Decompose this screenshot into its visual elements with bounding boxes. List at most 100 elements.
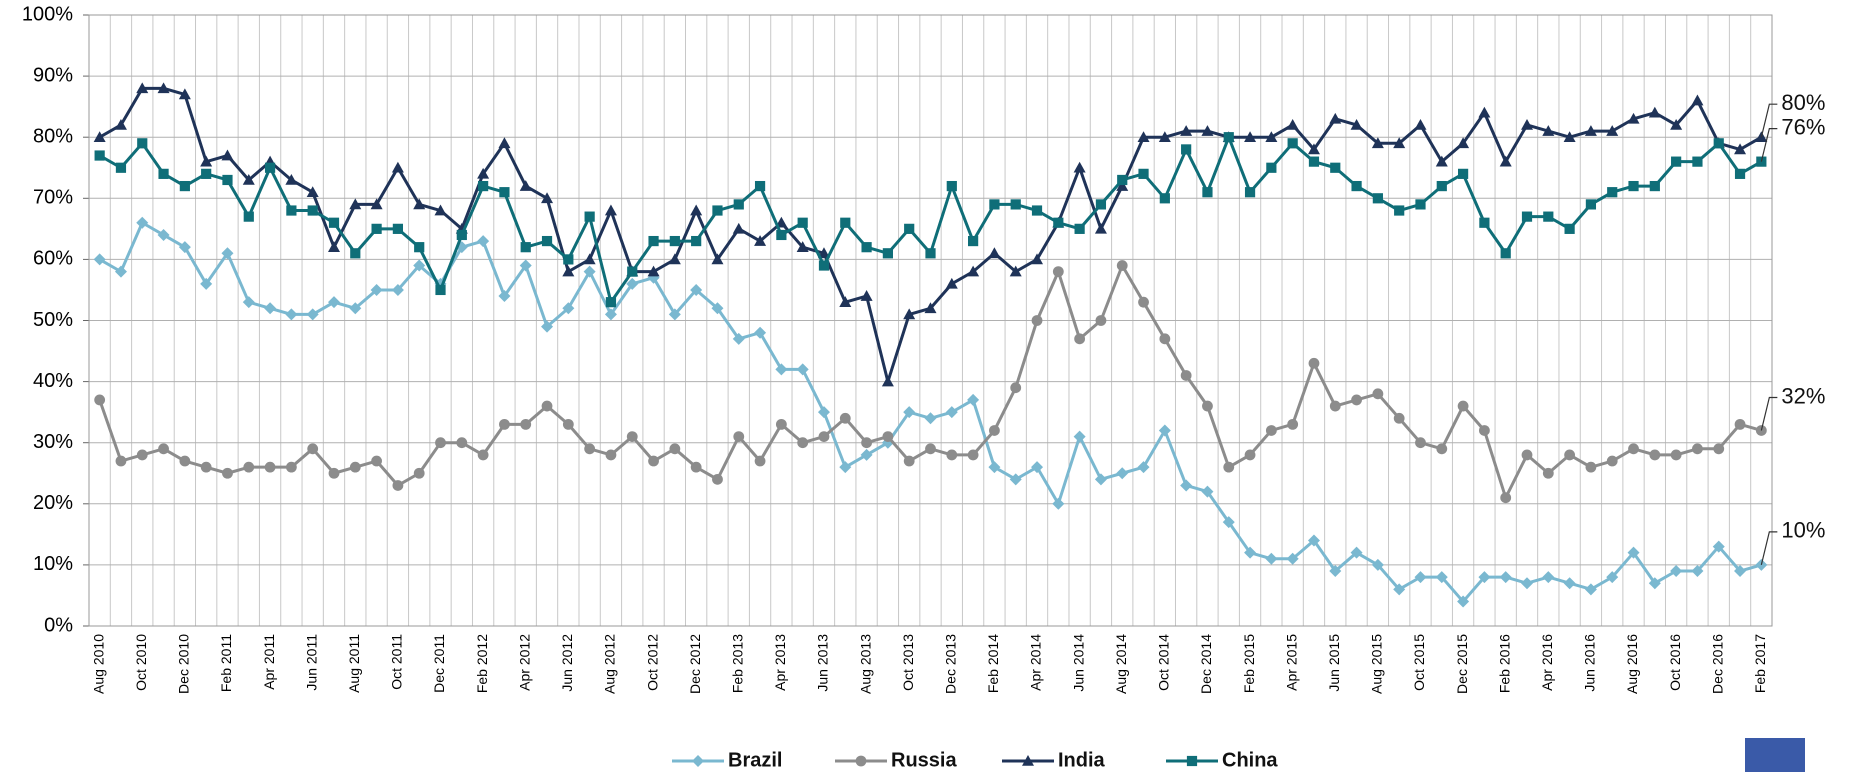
point xyxy=(1350,118,1363,130)
point xyxy=(604,204,617,216)
point xyxy=(1436,443,1448,455)
x-tick-label: Dec 2013 xyxy=(943,634,959,694)
point xyxy=(370,283,383,296)
point xyxy=(157,228,170,241)
point xyxy=(306,186,319,197)
point xyxy=(626,277,639,290)
point xyxy=(776,229,787,241)
series-line xyxy=(98,86,1763,384)
point xyxy=(1052,497,1065,510)
legend-item: India xyxy=(1002,749,1106,771)
point xyxy=(178,88,191,100)
point xyxy=(328,467,340,479)
point xyxy=(1244,131,1257,142)
leader-line xyxy=(1760,103,1778,138)
x-tick-label: Dec 2016 xyxy=(1709,634,1725,694)
point xyxy=(1351,180,1362,192)
point xyxy=(115,162,127,173)
point xyxy=(1457,137,1470,149)
point xyxy=(1244,187,1256,198)
point xyxy=(988,247,1001,259)
x-tick-label: Feb 2014 xyxy=(985,634,1001,693)
point xyxy=(1414,118,1427,130)
point xyxy=(221,247,234,260)
point xyxy=(818,431,830,442)
point xyxy=(93,131,106,142)
point xyxy=(733,431,745,442)
x-tick-label: Jun 2016 xyxy=(1582,634,1598,692)
point xyxy=(1201,125,1214,136)
point xyxy=(115,455,127,467)
point xyxy=(925,443,936,455)
point xyxy=(1010,199,1021,210)
point xyxy=(520,418,532,430)
x-tick-label: Apr 2014 xyxy=(1028,634,1044,691)
annotation: 80% xyxy=(1781,90,1825,115)
point xyxy=(1563,577,1576,590)
series xyxy=(94,132,1767,308)
annotation: 76% xyxy=(1781,114,1825,139)
point xyxy=(1074,223,1085,234)
point xyxy=(158,443,169,455)
point xyxy=(1734,565,1747,578)
point xyxy=(904,223,915,234)
leader-line xyxy=(1760,531,1778,566)
point xyxy=(690,283,703,296)
point xyxy=(435,284,446,296)
point xyxy=(456,437,468,449)
point xyxy=(285,308,298,321)
x-tick-label: Apr 2016 xyxy=(1539,634,1555,691)
point xyxy=(1671,156,1682,167)
point xyxy=(541,400,553,412)
point xyxy=(1159,193,1170,204)
point xyxy=(1542,125,1555,136)
point xyxy=(264,302,277,315)
legend-label: Russia xyxy=(891,749,957,771)
point xyxy=(967,265,980,277)
legend-marker xyxy=(1186,755,1198,767)
point xyxy=(1265,552,1278,565)
point xyxy=(946,449,958,461)
point xyxy=(861,242,872,253)
logo-icon xyxy=(1745,738,1805,772)
x-tick-label: Feb 2016 xyxy=(1496,634,1512,693)
point xyxy=(881,375,894,387)
x-tick-label: Oct 2013 xyxy=(900,634,916,691)
point xyxy=(136,216,149,229)
point xyxy=(668,308,681,321)
point xyxy=(1031,205,1043,216)
point xyxy=(498,290,511,303)
point xyxy=(371,223,382,234)
point xyxy=(222,467,233,479)
point xyxy=(1181,144,1192,155)
x-tick-label: Feb 2017 xyxy=(1752,634,1768,693)
y-tick-label: 20% xyxy=(33,492,73,514)
point xyxy=(1202,187,1213,198)
annotation: 32% xyxy=(1781,383,1825,408)
point xyxy=(818,260,830,271)
point xyxy=(1137,131,1150,142)
x-tick-label: Dec 2012 xyxy=(687,634,703,694)
point xyxy=(499,187,510,198)
x-tick-label: Apr 2011 xyxy=(261,634,277,690)
point xyxy=(221,149,234,161)
x-tick-label: Aug 2016 xyxy=(1624,634,1640,694)
point xyxy=(370,198,383,210)
x-tick-label: Oct 2015 xyxy=(1411,634,1427,691)
point xyxy=(158,168,169,179)
point xyxy=(1499,155,1512,167)
point xyxy=(114,118,127,130)
point xyxy=(1180,125,1193,136)
point xyxy=(733,199,744,210)
point xyxy=(392,480,404,491)
y-tick-label: 60% xyxy=(33,248,73,270)
x-tick-label: Dec 2014 xyxy=(1198,634,1214,694)
point xyxy=(583,253,596,265)
point xyxy=(1521,211,1533,222)
point xyxy=(1244,546,1257,559)
point xyxy=(200,461,212,473)
point xyxy=(519,259,532,272)
point xyxy=(1542,467,1554,479)
x-tick-label: Jun 2012 xyxy=(559,634,575,692)
point xyxy=(1734,168,1746,179)
